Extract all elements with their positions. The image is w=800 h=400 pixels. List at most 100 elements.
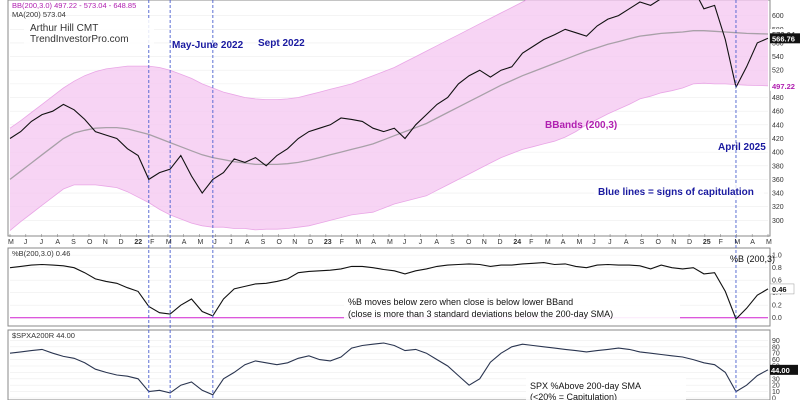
pctb-value-badge-bg [769,283,795,295]
bb-lower-value-badge-bg [770,80,800,91]
x-axis-month-label: M [734,239,740,246]
x-axis-month-label: O [87,239,93,246]
pctb-tick-label: 0.2 [772,303,782,310]
x-axis-month-label: M [166,239,172,246]
x-axis-month-label: A [561,239,566,246]
spx-tick-label: 60 [772,357,780,364]
spx-legend: $SPXA200R 44.00 [12,331,75,340]
price-line [9,0,769,195]
x-axis-month-label: J [608,239,612,246]
price-tick-label: 520 [772,68,784,75]
label-pctb: %B (200,3) [730,254,775,264]
bluelines-box [594,184,764,199]
x-axis-month-label: N [292,239,297,246]
spx-tick-label: 30 [772,376,780,383]
x-axis-month-label: M [577,239,583,246]
price-value-badge-bg [770,33,800,44]
x-axis-month-label: A [624,239,629,246]
price-tick-label: 460 [772,109,784,116]
x-axis-month-label: J [229,239,233,246]
x-axis-month-label: N [671,239,676,246]
x-axis-month-label: F [150,239,154,246]
price-value-badge: 566.76 [772,34,795,43]
spx-value-badge-bg [770,364,798,375]
author-box [24,19,154,45]
pctb-value-badge: 0.46 [772,285,787,294]
x-axis-month-label: A [55,239,60,246]
spx-line [9,342,769,396]
label-mayjune-2022: May-June 2022 [172,40,244,51]
bollinger-band-fill [10,0,768,231]
bb-lower-line [9,82,769,231]
pctb-tick-label: 0.8 [772,265,782,272]
spx-value-badge: 44.00 [771,366,790,375]
pctb-tick-label: 0.0 [772,315,782,322]
ma-legend: MA(200) 573.04 [12,10,66,19]
x-axis-month-label: F [529,239,533,246]
price-tick-label: 400 [772,150,784,157]
price-tick-label: 600 [772,13,784,20]
price-tick-label: 340 [772,191,784,198]
author-name: Arthur Hill CMT [30,23,98,34]
x-axis-month-label: 22 [134,239,142,246]
price-tick-label: 440 [772,122,784,129]
x-axis-month-label: D [687,239,692,246]
x-axis-month-label: S [261,239,266,246]
x-axis-month-label: S [450,239,455,246]
x-axis-month-label: J [592,239,596,246]
label-april-2025: April 2025 [718,142,766,153]
label-bbands: BBands (200,3) [545,120,617,131]
label-sept-2022: Sept 2022 [258,38,305,49]
pctb-tick-label: 0.6 [772,278,782,285]
pctb-note-box [344,293,680,321]
x-axis-month-label: 23 [324,239,332,246]
x-axis-month-label: S [71,239,76,246]
x-axis-month-label: N [482,239,487,246]
x-axis-month-label: J [419,239,423,246]
spx-note-box [526,378,686,400]
x-axis-month-label: J [24,239,28,246]
x-axis-month-label: J [213,239,217,246]
pctb-tick-label: 1.0 [772,253,782,260]
pctb-note-line2: (close is more than 3 standard deviation… [348,309,613,319]
x-axis-month-label: M [8,239,14,246]
x-axis-month-label: 25 [703,239,711,246]
pctb-legend: %B(200,3.0) 0.46 [12,249,70,258]
price-tick-label: 360 [772,177,784,184]
x-axis-month-label: O [655,239,661,246]
x-axis-month-label: A [371,239,376,246]
x-axis-month-label: M [355,239,361,246]
pctb-note-line1: %B moves below zero when close is below … [348,297,573,307]
x-axis-month-label: M [766,239,772,246]
label-bluelines: Blue lines = signs of capitulation [598,187,754,198]
spx-tick-label: 20 [772,383,780,390]
x-axis-month-label: A [182,239,187,246]
x-axis-month-label: O [466,239,472,246]
spx-tick-label: 10 [772,389,780,396]
spx-tick-label: 70 [772,351,780,358]
x-axis-month-label: M [387,239,393,246]
x-axis-month-label: F [719,239,723,246]
x-axis-month-label: A [750,239,755,246]
spx-tick-label: 0 [772,396,776,400]
x-axis-month-label: M [198,239,204,246]
price-tick-label: 320 [772,204,784,211]
x-axis-month-label: A [245,239,250,246]
x-axis-month-label: A [434,239,439,246]
author-site: TrendInvestorPro.com [30,34,129,45]
spx-tick-label: 90 [772,338,780,345]
x-axis-month-label: D [119,239,124,246]
x-axis-month-label: N [103,239,108,246]
x-axis-month-label: O [276,239,282,246]
x-axis-month-label: S [640,239,645,246]
spx-note-line2: (<20% = Capitulation) [530,392,617,400]
x-axis-month-label: 24 [513,239,521,246]
price-tick-label: 560 [772,40,784,47]
bb-legend: BB(200,3.0) 497.22 - 573.04 - 648.85 [12,1,136,10]
price-tick-label: 300 [772,218,784,225]
x-axis-month-label: J [403,239,407,246]
x-axis-month-label: D [308,239,313,246]
bb-upper-line [9,0,528,129]
